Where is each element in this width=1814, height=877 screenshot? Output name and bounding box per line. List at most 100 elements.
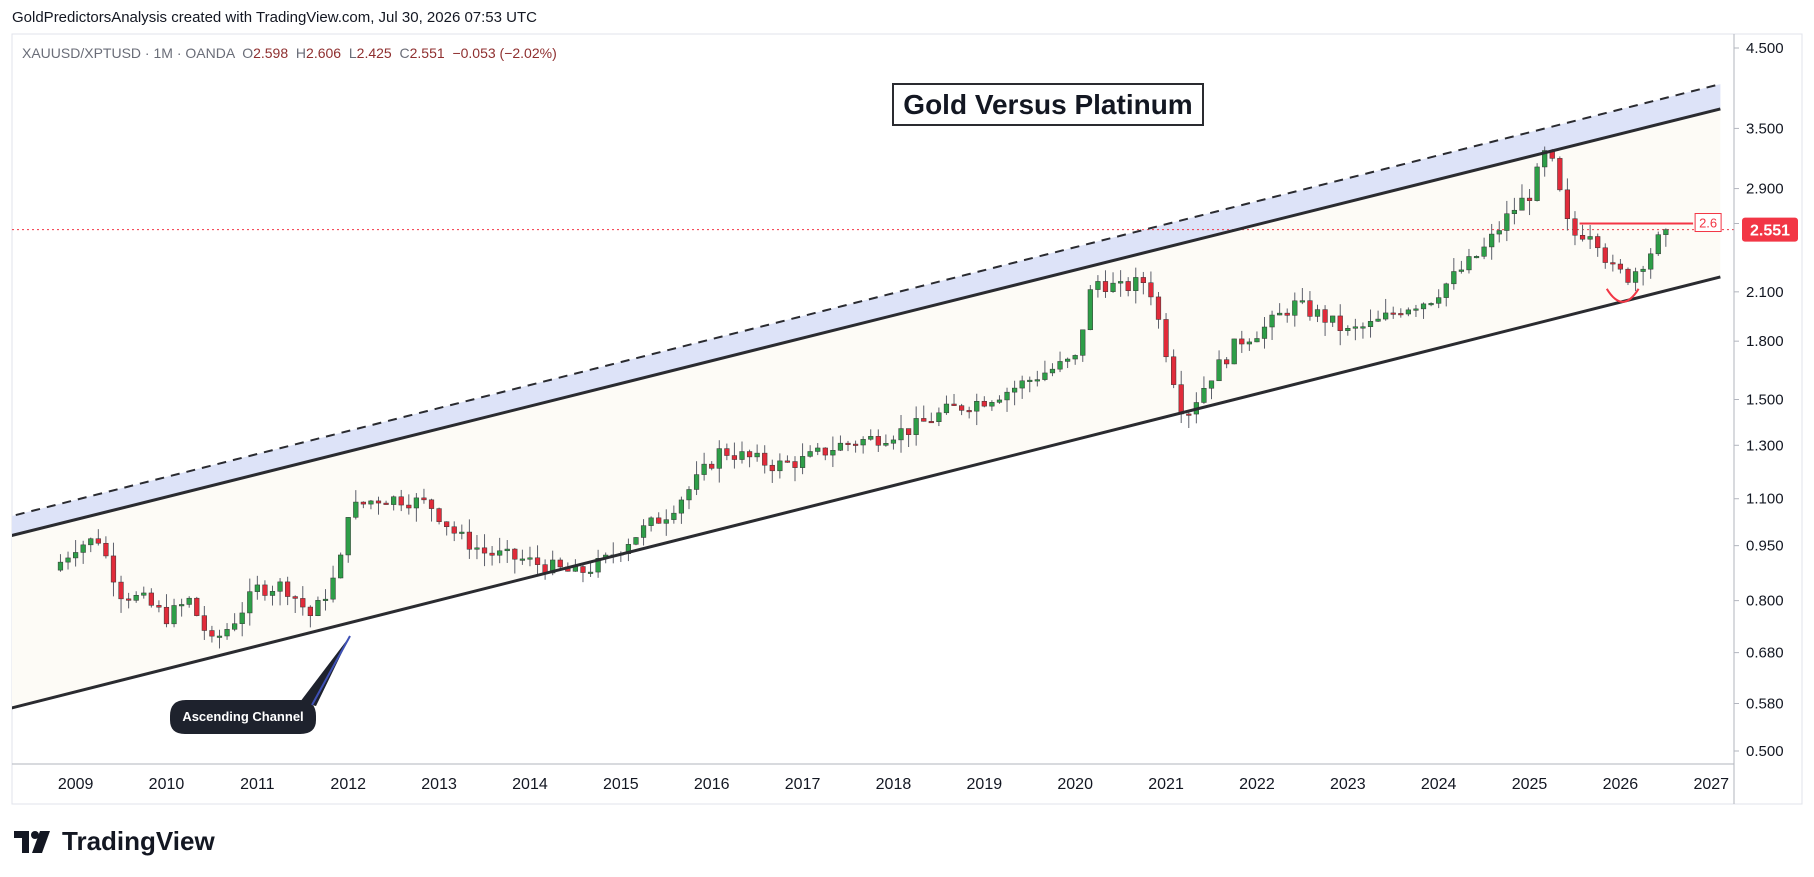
candle-up [686, 489, 692, 501]
open-label: O [242, 45, 254, 61]
candle-up [1012, 387, 1018, 393]
candle-down [1140, 277, 1146, 283]
candle-up [216, 635, 223, 638]
x-tick-label: 2017 [785, 776, 821, 793]
symbol[interactable]: XAUUSD/XPTUSD [22, 45, 142, 61]
candle-up [996, 399, 1003, 403]
interval[interactable]: 1M [153, 45, 173, 61]
candle-up [1254, 338, 1260, 343]
candle-down [1610, 262, 1616, 265]
candle-up [1087, 289, 1093, 331]
candle-down [875, 436, 881, 446]
x-tick-label: 2013 [421, 776, 457, 793]
candle-up [330, 577, 336, 600]
candle-up [1269, 314, 1275, 328]
candle-up [974, 400, 980, 412]
candle-up [807, 451, 813, 457]
candle-down [1171, 356, 1177, 385]
candle-down [709, 463, 715, 469]
candle-up [1489, 233, 1495, 248]
candle-down [1125, 281, 1131, 291]
candle-down [1564, 189, 1571, 219]
candle-down [1284, 312, 1290, 316]
candle-down [921, 418, 927, 422]
candle-up [648, 517, 654, 526]
candle-up [504, 548, 510, 552]
candle-up [1208, 380, 1215, 389]
candle-down [436, 508, 442, 522]
candle-up [474, 547, 480, 550]
candle-down [1163, 319, 1169, 358]
y-tick-label: 0.580 [1746, 696, 1784, 713]
candle-up [141, 592, 147, 596]
candle-down [110, 555, 117, 583]
candle-up [1299, 300, 1305, 303]
separator: · [144, 45, 150, 61]
candle-up [595, 558, 601, 573]
y-tick-label: 0.800 [1746, 593, 1784, 610]
candle-up [799, 456, 806, 468]
candle-up [913, 418, 919, 435]
candle-up [716, 448, 722, 469]
x-tick-label: 2012 [330, 776, 366, 793]
candle-up [1110, 282, 1116, 292]
candle-up [1640, 268, 1646, 272]
channel-fill [12, 108, 1721, 708]
close-label: C [399, 45, 410, 61]
candle-down [1322, 309, 1328, 323]
candle-up [277, 581, 283, 592]
candle-down [1178, 384, 1184, 415]
candle-up [671, 512, 677, 520]
x-tick-label: 2027 [1693, 776, 1729, 793]
candle-up [989, 402, 995, 407]
candle-up [1405, 309, 1411, 315]
x-tick-label: 2021 [1148, 776, 1184, 793]
candle-up [247, 591, 253, 614]
callout-pointer-line [311, 635, 351, 706]
last-price-tag [1742, 217, 1798, 242]
x-tick-label: 2022 [1239, 776, 1275, 793]
candle-up [353, 501, 359, 518]
candle-up [322, 598, 329, 601]
candle-up [1133, 277, 1139, 291]
tradingview-logo[interactable]: TradingView [14, 826, 215, 857]
channel-upper-dashed-line [12, 83, 1721, 518]
candle-up [1080, 329, 1086, 356]
candle-up [1542, 150, 1548, 168]
candle-up [1375, 318, 1381, 322]
candle-up [459, 531, 465, 534]
candle-down [1307, 300, 1313, 317]
candle-up [1027, 379, 1033, 382]
candle-up [587, 571, 594, 574]
candle-down [534, 557, 541, 565]
candle-up [391, 496, 397, 505]
candle-down [1102, 281, 1109, 292]
candle-down [1557, 158, 1563, 191]
candle-up [890, 439, 897, 444]
separator: · [176, 45, 182, 61]
x-tick-label: 2024 [1421, 776, 1457, 793]
candle-down [383, 502, 389, 505]
candle-up [186, 597, 192, 605]
y-tick-label: 3.500 [1746, 120, 1784, 137]
candle-down [966, 410, 972, 413]
candle-up [345, 517, 351, 556]
candle-up [1292, 300, 1298, 316]
candle-down [1186, 413, 1192, 416]
candle-down [398, 496, 404, 506]
candle-up [777, 460, 783, 472]
candle-down [307, 606, 313, 617]
candle-down [406, 504, 412, 509]
candle-down [1239, 338, 1245, 345]
resistance-label: 2.6 [1699, 216, 1717, 231]
y-tick-label: 4.500 [1746, 40, 1784, 57]
candle-down [557, 559, 563, 568]
candle-down [1337, 315, 1343, 331]
candle-up [640, 525, 647, 538]
candle-up [860, 439, 866, 446]
candle-up [739, 451, 745, 460]
candle-up [1201, 387, 1207, 403]
candle-up [269, 591, 276, 596]
candle-up [1428, 303, 1434, 306]
